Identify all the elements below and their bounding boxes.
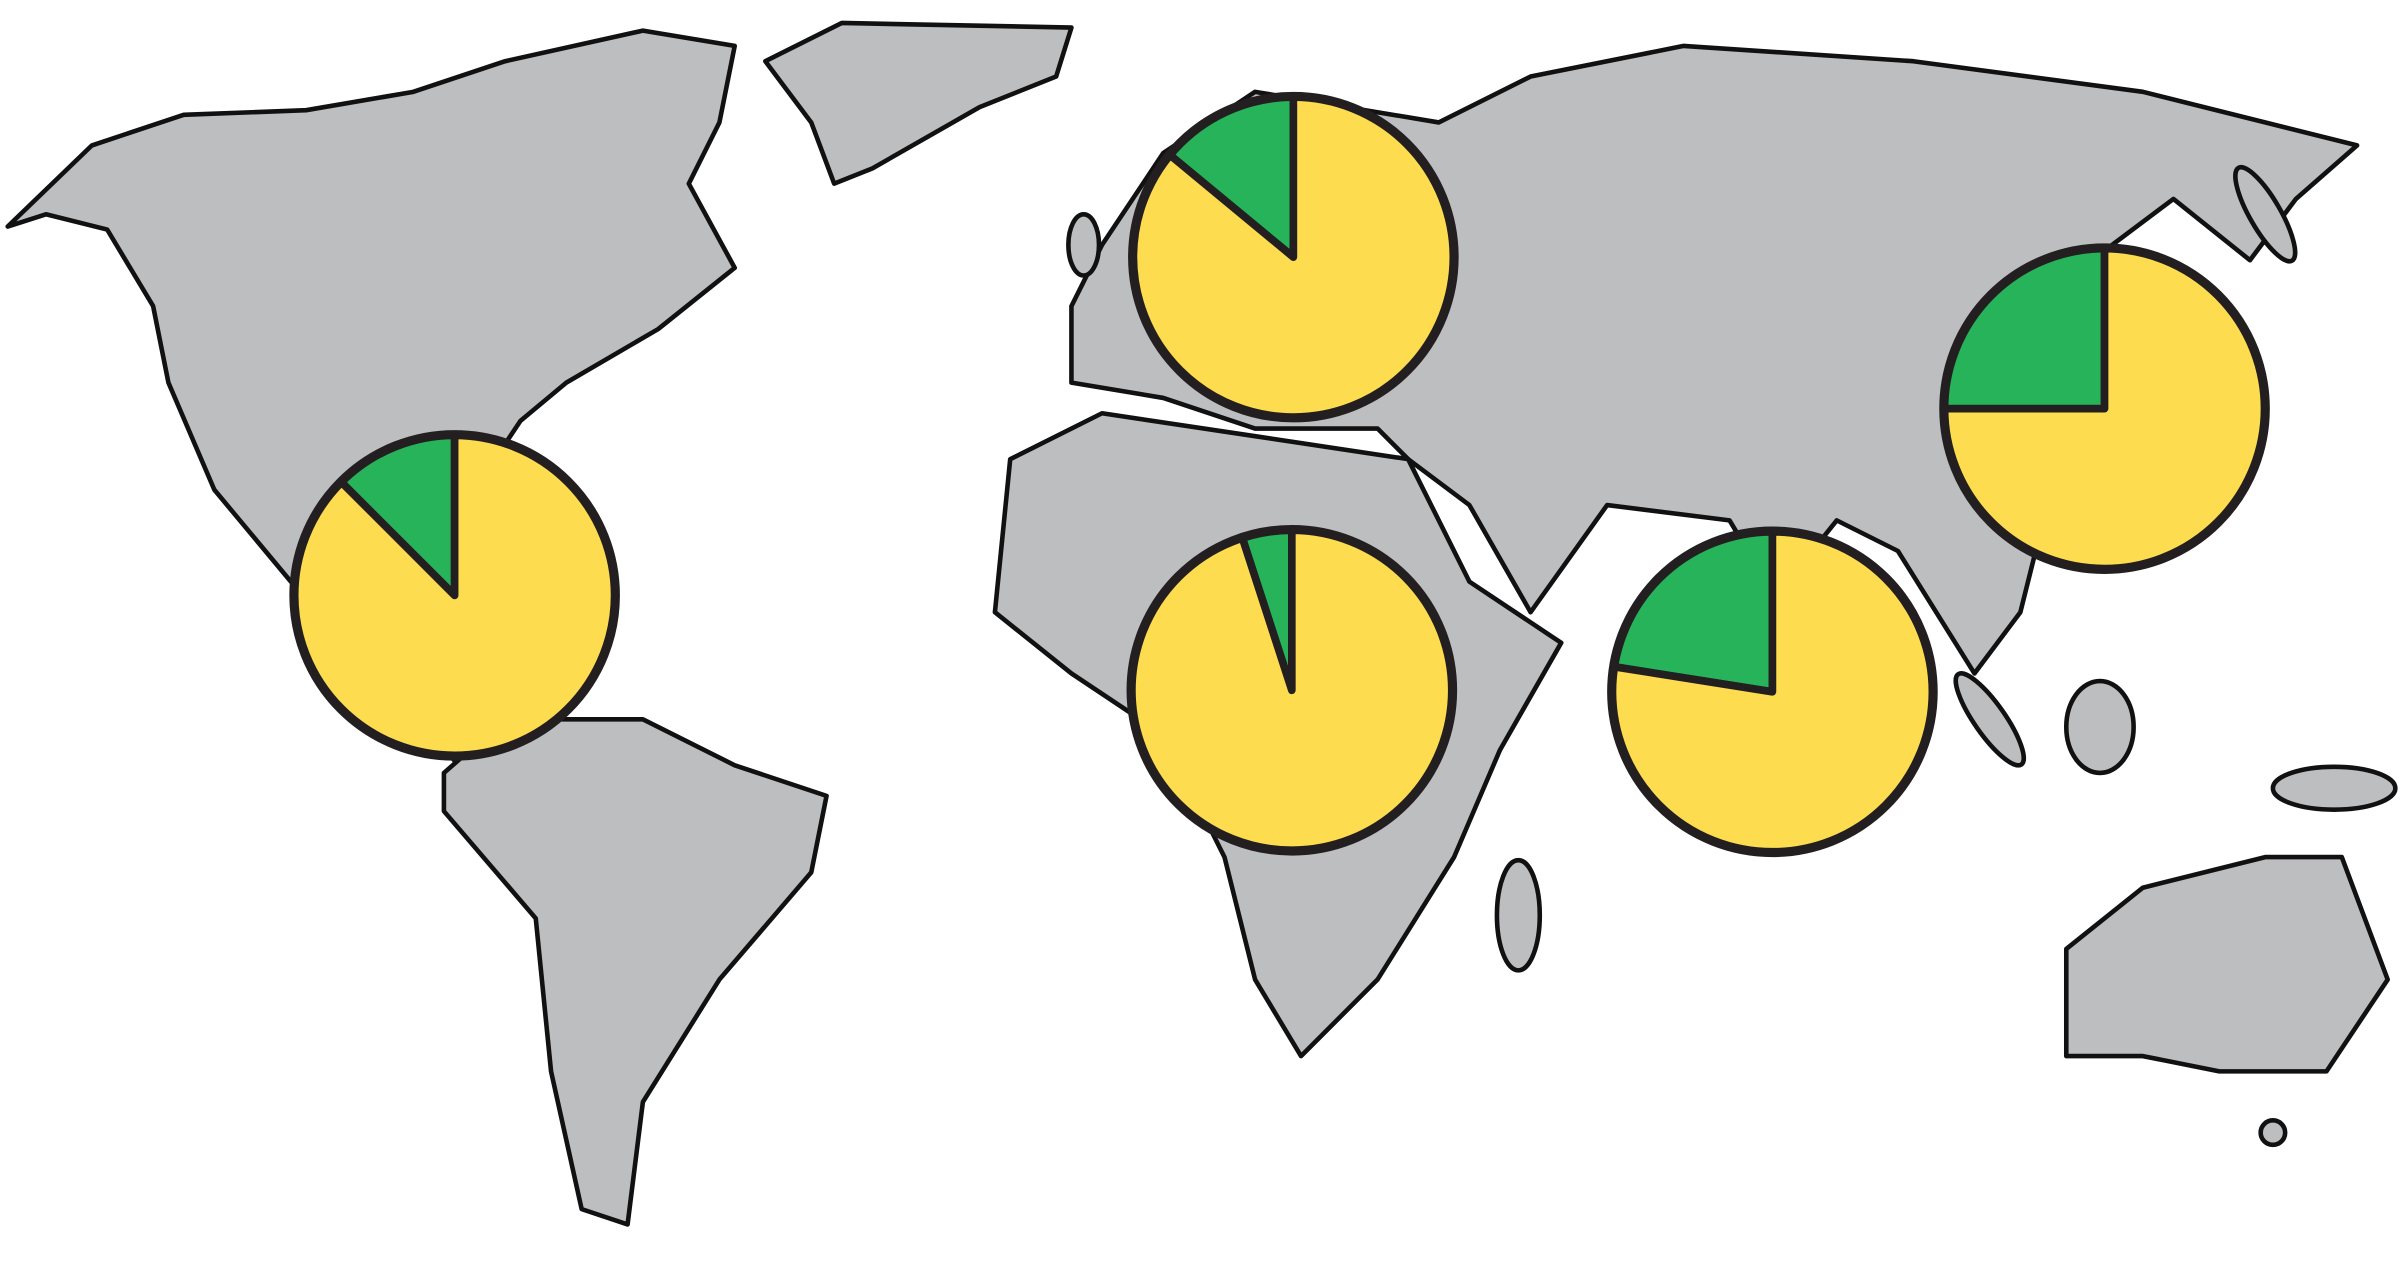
pie (1939, 243, 2270, 574)
pie (1607, 526, 1938, 858)
pie-charts (289, 91, 2270, 858)
pie-outline (1128, 91, 1459, 423)
pie-outline (1939, 243, 2270, 574)
borneo (2063, 678, 2136, 776)
australia (2063, 854, 2390, 1074)
new-zealand (2258, 1118, 2288, 1148)
greenland (763, 20, 1074, 186)
pie (1128, 91, 1459, 423)
japan (2233, 164, 2298, 264)
south-america (441, 717, 829, 1227)
pie-outline (1126, 524, 1458, 856)
pie (289, 430, 620, 761)
britain (1066, 211, 1102, 278)
pie-outline (289, 430, 620, 761)
sumatra (1953, 671, 2027, 768)
pie-outline (1607, 526, 1938, 858)
new-guinea (2270, 764, 2398, 812)
pie (1126, 524, 1458, 856)
madagascar (1494, 857, 1543, 973)
